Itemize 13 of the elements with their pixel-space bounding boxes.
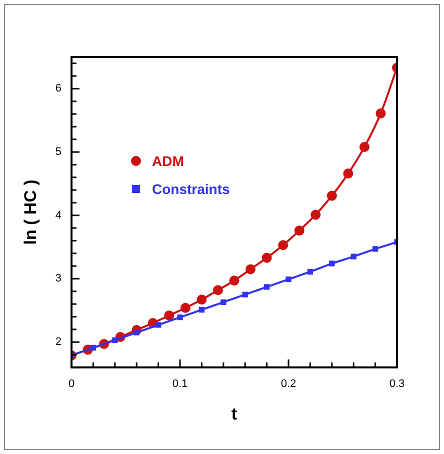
- x-axis-title: t: [231, 404, 238, 424]
- y-tick-label: 4: [55, 209, 62, 222]
- legend-label: ADM: [152, 153, 184, 169]
- x-tick-label: 0.2: [280, 378, 296, 390]
- y-axis-title: ln ( HC ): [20, 180, 40, 245]
- x-tick-label: 0: [68, 378, 75, 390]
- y-tick-label: 6: [55, 82, 62, 95]
- x-tick-label: 0.1: [172, 378, 188, 390]
- y-tick-label: 5: [55, 146, 62, 158]
- legend-label: Constraints: [152, 181, 230, 197]
- y-tick-label: 3: [55, 272, 62, 285]
- y-tick-label: 2: [55, 336, 62, 348]
- x-tick-label: 0.3: [389, 378, 405, 390]
